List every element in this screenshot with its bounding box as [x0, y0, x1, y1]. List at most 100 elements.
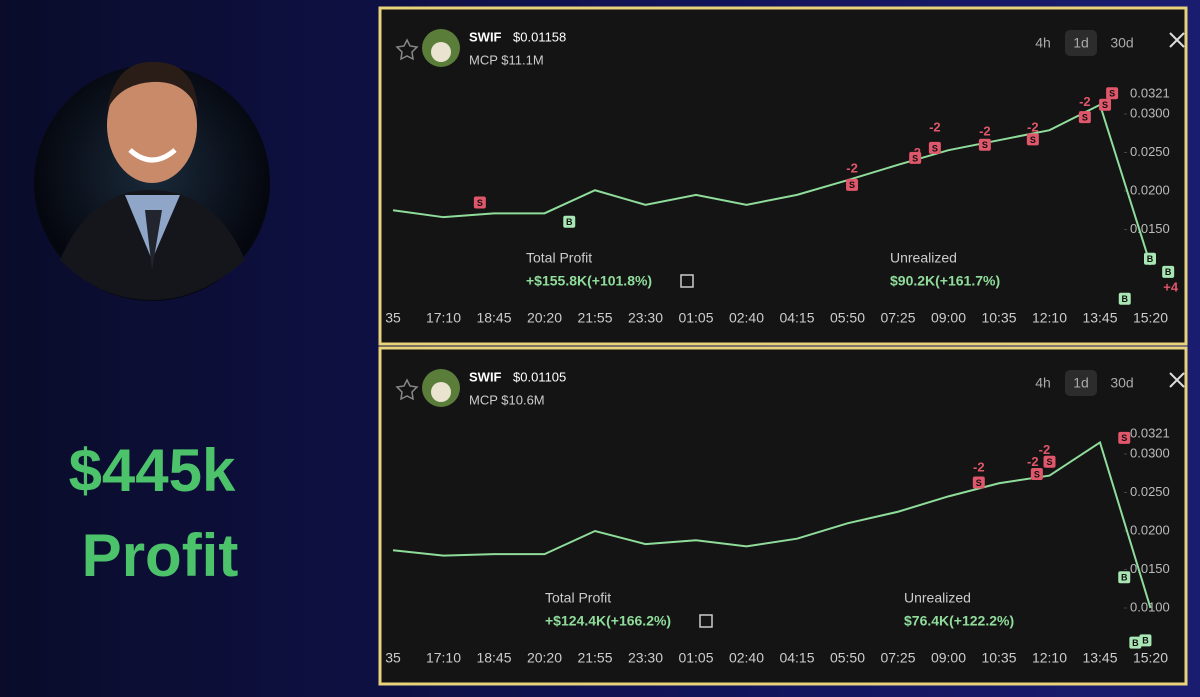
panel	[378, 346, 1188, 686]
close-icon[interactable]	[1169, 32, 1185, 48]
trade-marker: S	[1109, 89, 1115, 99]
trade-badge	[1162, 265, 1175, 278]
x-tick-label: 13:45	[1082, 650, 1117, 666]
x-tick-label: 20:20	[527, 310, 562, 326]
trade-marker: S	[1121, 433, 1127, 443]
x-tick-label: 17:10	[426, 310, 461, 326]
trade-badge	[1118, 571, 1131, 584]
x-tick-label: 02:40	[729, 310, 764, 326]
trade-badge	[473, 196, 486, 209]
token-face	[431, 42, 451, 62]
share-icon[interactable]	[680, 274, 694, 288]
trade-badge	[1078, 111, 1091, 124]
range-button[interactable]: 30d	[1110, 375, 1133, 391]
trade-marker: B	[1142, 636, 1149, 646]
x-tick-label: 20:20	[527, 650, 562, 666]
token-symbol: SWIF	[469, 369, 502, 384]
x-tick-label: 23:30	[628, 310, 663, 326]
y-tick-label: 0.0250	[1130, 144, 1170, 159]
trade-marker: S	[1030, 135, 1036, 145]
share-icon[interactable]	[699, 614, 713, 628]
unrealized-label: Unrealized	[890, 250, 957, 266]
trade-marker: S	[976, 478, 982, 488]
range-button[interactable]: 1d	[1073, 375, 1089, 391]
trade-badge	[1143, 252, 1156, 265]
unrealized-value: $76.4K(+122.2%)	[904, 613, 1014, 629]
trade-badge	[928, 141, 941, 154]
price-line	[392, 103, 1152, 266]
headline-amount: $445k	[69, 437, 236, 504]
trade-marker: S	[912, 153, 918, 163]
trade-badge	[1139, 634, 1152, 647]
trade-marker: S	[1082, 112, 1088, 122]
trade-marker: -2	[929, 120, 941, 135]
trade-badge	[1106, 87, 1119, 100]
x-tick-label: 09:00	[931, 310, 966, 326]
range-button[interactable]: 1d	[1073, 35, 1089, 51]
market-cap: MCP $11.1M	[469, 52, 544, 67]
x-tick-label: 15:20	[1133, 310, 1168, 326]
range-active	[1065, 30, 1097, 56]
trade-marker: -2	[846, 160, 858, 175]
trade-badge	[1026, 133, 1039, 146]
y-tick-label: 0.0200	[1130, 182, 1170, 197]
x-tick-label: 09:00	[931, 650, 966, 666]
total-profit-value: +$124.4K(+166.2%)	[545, 613, 671, 629]
range-button[interactable]: 30d	[1110, 35, 1133, 51]
y-tick-label: 0.0150	[1130, 221, 1170, 236]
trade-marker: B	[1147, 254, 1154, 264]
trade-badge	[978, 138, 991, 151]
range-button[interactable]: 4h	[1035, 375, 1051, 391]
trade-marker: S	[982, 140, 988, 150]
price-high-label: 0.0321	[1130, 85, 1170, 100]
trade-marker: S	[849, 180, 855, 190]
trade-badge	[909, 151, 922, 164]
star-icon[interactable]	[395, 378, 419, 401]
close-icon[interactable]	[1169, 372, 1185, 388]
token-face	[431, 382, 451, 402]
range-button[interactable]: 4h	[1035, 35, 1051, 51]
trade-marker: B	[1132, 638, 1139, 648]
x-tick-label: 35	[385, 650, 401, 666]
star-icon[interactable]	[395, 38, 419, 61]
panel	[378, 6, 1188, 346]
trade-marker: B	[1121, 573, 1128, 583]
x-tick-label: 21:55	[577, 310, 612, 326]
token-price: $0.01105	[513, 369, 566, 384]
trade-marker: -2	[1027, 454, 1039, 469]
market-cap: MCP $10.6M	[469, 392, 545, 407]
price-high-label: 0.0321	[1130, 425, 1170, 440]
trade-badge	[1129, 636, 1142, 649]
trade-badge	[1118, 431, 1131, 444]
unrealized-value: $90.2K(+161.7%)	[890, 273, 1000, 289]
trade-marker: B	[566, 217, 573, 227]
x-tick-label: 12:10	[1032, 310, 1067, 326]
trade-badge	[1099, 98, 1112, 111]
token-price: $0.01158	[513, 29, 566, 44]
trade-marker: -2	[979, 123, 991, 138]
trade-marker: -2	[1079, 94, 1091, 109]
x-tick-label: 21:55	[577, 650, 612, 666]
x-tick-label: 05:50	[830, 650, 865, 666]
trade-marker: S	[477, 198, 483, 208]
portrait	[34, 61, 270, 301]
x-tick-label: 01:05	[678, 650, 713, 666]
x-tick-label: 07:25	[880, 650, 915, 666]
headline-word: Profit	[82, 522, 239, 589]
x-tick-label: 15:20	[1133, 650, 1168, 666]
trade-marker: -2	[1039, 442, 1051, 457]
x-tick-label: 13:45	[1082, 310, 1117, 326]
trade-marker: +4	[1163, 280, 1179, 295]
x-tick-label: 18:45	[476, 650, 511, 666]
x-tick-label: 10:35	[981, 310, 1016, 326]
trade-marker: S	[932, 143, 938, 153]
x-tick-label: 18:45	[476, 310, 511, 326]
total-profit-label: Total Profit	[545, 590, 611, 606]
x-tick-label: 04:15	[779, 310, 814, 326]
y-tick-label: 0.0300	[1130, 445, 1170, 460]
y-tick-label: 0.0250	[1130, 484, 1170, 499]
x-tick-label: 02:40	[729, 650, 764, 666]
total-profit-label: Total Profit	[526, 250, 592, 266]
x-tick-label: 05:50	[830, 310, 865, 326]
